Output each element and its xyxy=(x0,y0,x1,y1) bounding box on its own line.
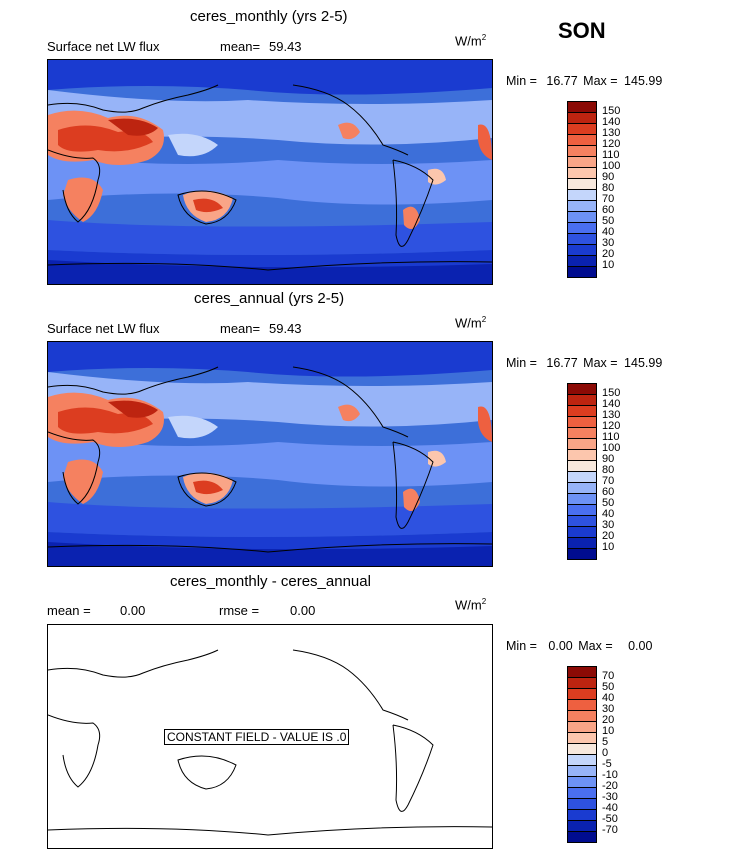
colorbar-tick-label: 110 xyxy=(602,149,620,161)
panel-3-min-label: Min = xyxy=(506,639,537,653)
colorbar-tick-label: 100 xyxy=(602,442,621,454)
colorbar-tick-label: 10 xyxy=(602,259,615,271)
panel-2-max-value: 145.99 xyxy=(624,356,663,370)
colorbar-tick-label: 10 xyxy=(602,541,615,553)
panel-3-max-value: 0.00 xyxy=(628,639,653,653)
panel-1-map xyxy=(47,59,493,285)
panel-3-mean-label: mean = xyxy=(47,603,91,618)
panel-2-map-field xyxy=(48,342,492,566)
colorbar-swatch xyxy=(567,831,597,843)
panel-1-colorbar: 150 140 130 120 110 100 90 80 70 60 50 40 30 20 10 xyxy=(567,101,620,278)
colorbar-tick-label: 130 xyxy=(602,409,621,421)
colorbar-tick-label: 20 xyxy=(602,248,615,260)
panel-1-units: W/m2 xyxy=(455,33,487,49)
colorbar-tick-label: 40 xyxy=(602,226,615,238)
panel-1-min-label: Min = xyxy=(506,74,537,88)
panel-1-mean-label: mean= xyxy=(220,39,261,54)
colorbar-tick-label: 50 xyxy=(602,215,615,227)
colorbar-tick-label: -10 xyxy=(602,769,618,781)
panel-2-mean-value: 59.43 xyxy=(269,321,302,336)
panel-3-map: CONSTANT FIELD - VALUE IS .0 xyxy=(47,624,493,849)
colorbar-tick-label: 70 xyxy=(602,193,615,205)
colorbar-tick-label: 50 xyxy=(602,497,615,509)
colorbar-tick-label: 50 xyxy=(602,681,615,693)
panel-3-rmse-label: rmse = xyxy=(219,603,260,618)
panel-3-max-label: Max = xyxy=(578,639,613,653)
colorbar-tick-label: 150 xyxy=(602,387,621,399)
panel-2-map xyxy=(47,341,493,567)
colorbar-tick-label: 40 xyxy=(602,692,615,704)
panel-3-min-value: 0.00 xyxy=(548,639,573,653)
panel-1-title: ceres_monthly (yrs 2-5) xyxy=(190,8,348,25)
colorbar-tick-label: 140 xyxy=(602,398,621,410)
panel-3-coastlines xyxy=(48,649,492,836)
colorbar-tick-label: 40 xyxy=(602,508,615,520)
colorbar-tick-label: 0 xyxy=(602,747,609,759)
colorbar-tick-label: 5 xyxy=(602,736,609,748)
colorbar-tick-label: 100 xyxy=(602,160,621,172)
colorbar-tick-label: 60 xyxy=(602,486,615,498)
panel-1-mean-value: 59.43 xyxy=(269,39,302,54)
panel-3-title: ceres_monthly - ceres_annual xyxy=(170,573,371,590)
panel-3-min-max: Min = 0.00 Max = 0.00 xyxy=(506,639,652,653)
colorbar-tick-label: 30 xyxy=(602,237,615,249)
colorbar-tick-label: 10 xyxy=(602,725,615,737)
panel-2-mean-label: mean= xyxy=(220,321,261,336)
panel-1-map-field xyxy=(48,60,492,284)
colorbar-tick-label: 60 xyxy=(602,204,615,216)
panel-3-units: W/m2 xyxy=(455,597,487,613)
panel-1-min-value: 16.77 xyxy=(546,74,578,88)
colorbar-tick-label: 20 xyxy=(602,714,615,726)
colorbar-tick-label: 70 xyxy=(602,475,615,487)
season-label: SON xyxy=(558,18,606,43)
colorbar-tick-label: 20 xyxy=(602,530,615,542)
colorbar-tick-label: 140 xyxy=(602,116,621,128)
colorbar-tick-label: 120 xyxy=(602,138,621,150)
constant-field-label: CONSTANT FIELD - VALUE IS .0 xyxy=(164,729,350,745)
colorbar-tick-label: -40 xyxy=(602,802,618,814)
colorbar-tick-label: 80 xyxy=(602,182,615,194)
panel-1-coastlines xyxy=(48,84,492,271)
panel-1-max-label: Max = xyxy=(583,74,618,88)
panel-2-coastlines xyxy=(48,366,492,553)
panel-2-colorbar: 150 140 130 120 110 100 90 80 70 60 50 40 30 20 10 xyxy=(567,383,620,560)
colorbar-tick-label: 90 xyxy=(602,453,615,465)
colorbar-tick-label: 30 xyxy=(602,519,615,531)
colorbar-tick-label: -70 xyxy=(602,824,618,836)
colorbar-tick-label: -50 xyxy=(602,813,618,825)
panel-2-min-value: 16.77 xyxy=(546,356,578,370)
panel-2-min-label: Min = xyxy=(506,356,537,370)
colorbar-tick-label: 150 xyxy=(602,105,621,117)
panel-1-field-label: Surface net LW flux xyxy=(47,39,160,54)
colorbar-tick-label: 110 xyxy=(602,431,620,443)
panel-2-units: W/m2 xyxy=(455,315,487,331)
colorbar-tick-label: 120 xyxy=(602,420,621,432)
panel-1-max-value: 145.99 xyxy=(624,74,663,88)
colorbar-tick-label: 90 xyxy=(602,171,615,183)
colorbar-tick-label: 130 xyxy=(602,127,621,139)
colorbar-tick-label: -30 xyxy=(602,791,618,803)
colorbar-tick-label: 70 xyxy=(602,670,615,682)
colorbar-swatch xyxy=(567,548,597,560)
colorbar-tick-label: -5 xyxy=(602,758,612,770)
panel-1-min-max: Min = 16.77 Max = 145.99 xyxy=(506,74,662,88)
panel-2-min-max: Min = 16.77 Max = 145.99 xyxy=(506,356,662,370)
panel-2-max-label: Max = xyxy=(583,356,618,370)
panel-3-rmse-value: 0.00 xyxy=(290,603,316,618)
panel-3-mean-value: 0.00 xyxy=(120,603,146,618)
colorbar-tick-label: -20 xyxy=(602,780,618,792)
colorbar-tick-label: 30 xyxy=(602,703,615,715)
panel-2-field-label: Surface net LW flux xyxy=(47,321,160,336)
colorbar-tick-label: 80 xyxy=(602,464,615,476)
colorbar-swatch xyxy=(567,266,597,278)
panel-2-title: ceres_annual (yrs 2-5) xyxy=(194,290,345,307)
panel-3-colorbar: 70 50 40 30 20 10 5 0 -5 -10 -20 -30 -40 -50 -70 xyxy=(567,666,618,843)
